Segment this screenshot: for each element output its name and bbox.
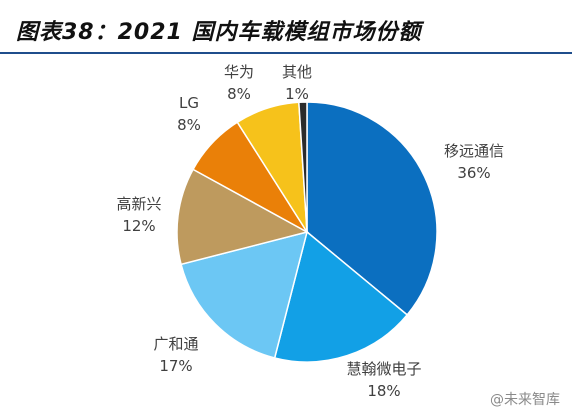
figure-title: 图表38：2021 国内车载模组市场份额 bbox=[16, 20, 422, 45]
slice-value-label: 8% bbox=[177, 116, 201, 134]
pie-slice-6 bbox=[298, 101, 308, 233]
slice-value-label: 8% bbox=[227, 85, 251, 103]
slice-category-label: LG bbox=[179, 94, 199, 112]
slice-value-label: 1% bbox=[285, 85, 309, 103]
slice-category-label: 移远通信 bbox=[444, 142, 504, 160]
slice-value-label: 18% bbox=[367, 382, 400, 400]
slice-value-label: 12% bbox=[122, 217, 155, 235]
pie-slice-2 bbox=[180, 230, 309, 359]
title-underline bbox=[0, 52, 572, 54]
pie-slice-3 bbox=[176, 168, 310, 266]
slice-category-label: 慧翰微电子 bbox=[346, 360, 421, 378]
slice-value-label: 36% bbox=[457, 164, 490, 182]
slice-category-label: 高新兴 bbox=[116, 195, 161, 213]
figure-title-bar: 图表38：2021 国内车载模组市场份额 bbox=[0, 0, 572, 56]
slice-category-label: 广和通 bbox=[153, 335, 198, 353]
pie-slice-1 bbox=[273, 230, 409, 363]
slice-category-label: 其他 bbox=[282, 63, 312, 81]
watermark-text: @未来智库 bbox=[490, 392, 560, 408]
slice-category-label: 华为 bbox=[224, 63, 254, 81]
pie-slice-0 bbox=[306, 101, 438, 316]
slice-value-label: 17% bbox=[159, 357, 192, 375]
